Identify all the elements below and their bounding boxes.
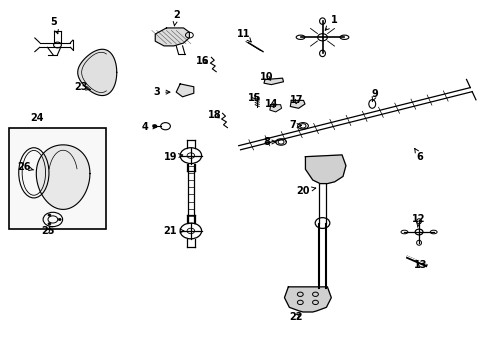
Polygon shape <box>78 49 117 95</box>
Text: 26: 26 <box>17 162 34 172</box>
Text: 9: 9 <box>371 89 378 102</box>
Polygon shape <box>264 78 283 85</box>
Text: 5: 5 <box>50 17 58 34</box>
Text: 17: 17 <box>290 95 303 105</box>
Text: 25: 25 <box>41 226 55 236</box>
Text: 12: 12 <box>411 215 425 227</box>
Text: 19: 19 <box>163 152 183 162</box>
Text: 13: 13 <box>413 260 427 270</box>
Text: 16: 16 <box>196 56 209 66</box>
Text: 14: 14 <box>264 99 278 109</box>
Polygon shape <box>305 155 345 184</box>
Text: 21: 21 <box>163 226 183 236</box>
Circle shape <box>48 214 51 216</box>
Polygon shape <box>284 287 330 312</box>
Text: 15: 15 <box>247 93 261 103</box>
Text: 7: 7 <box>288 121 301 130</box>
Text: 2: 2 <box>172 10 179 26</box>
Circle shape <box>153 125 157 128</box>
Text: 3: 3 <box>153 87 170 97</box>
Circle shape <box>58 219 61 221</box>
Polygon shape <box>269 105 281 112</box>
Polygon shape <box>290 100 305 108</box>
Text: 6: 6 <box>414 149 423 162</box>
FancyBboxPatch shape <box>9 129 106 229</box>
Text: 22: 22 <box>288 312 302 322</box>
Polygon shape <box>155 28 189 46</box>
Text: 8: 8 <box>263 137 275 147</box>
Text: 18: 18 <box>208 111 222 121</box>
Polygon shape <box>176 84 193 97</box>
Text: 23: 23 <box>74 82 90 92</box>
Text: 4: 4 <box>141 122 157 132</box>
Text: 20: 20 <box>296 186 315 196</box>
Text: 10: 10 <box>259 72 273 82</box>
Polygon shape <box>36 145 90 210</box>
Text: 11: 11 <box>236 29 251 42</box>
Text: 24: 24 <box>30 113 44 123</box>
Text: 1: 1 <box>325 15 337 30</box>
Circle shape <box>48 223 51 225</box>
